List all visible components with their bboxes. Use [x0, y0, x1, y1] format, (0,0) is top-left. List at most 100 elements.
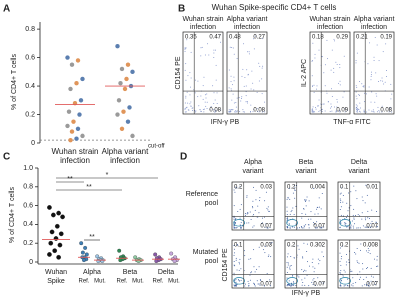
- event-dot: [256, 280, 258, 282]
- event-dot: [202, 85, 204, 87]
- event-dot: [318, 99, 320, 101]
- event-dot: [246, 102, 248, 104]
- plot-title: Wuhan strain: [309, 16, 350, 23]
- column-title: Beta: [299, 159, 314, 166]
- event-dot: [350, 227, 352, 229]
- event-dot: [371, 91, 373, 93]
- event-dot: [246, 196, 248, 198]
- event-dot: [245, 101, 247, 103]
- event-dot: [238, 263, 240, 265]
- data-point: [115, 44, 120, 49]
- event-dot: [361, 218, 363, 220]
- data-point: [130, 69, 135, 75]
- event-dot: [344, 218, 346, 220]
- quadrant-value: 0.07: [313, 282, 325, 288]
- event-dot: [340, 222, 342, 224]
- y-axis-label: IL-2 APC: [301, 59, 308, 87]
- event-dot: [350, 271, 352, 273]
- sub-label: Ref.: [152, 279, 163, 285]
- event-dot: [323, 256, 325, 258]
- event-dot: [356, 260, 358, 262]
- event-dot: [327, 58, 329, 60]
- event-dot: [290, 227, 292, 229]
- event-dot: [256, 91, 258, 93]
- event-dot: [361, 83, 363, 85]
- event-dot: [356, 247, 358, 249]
- event-dot: [204, 101, 206, 103]
- event-dot: [242, 111, 244, 113]
- plot-title: Alpha variant: [354, 16, 395, 23]
- event-dot: [369, 253, 371, 255]
- quadrant-value: 0.03: [260, 185, 272, 191]
- event-dot: [295, 223, 297, 225]
- event-dot: [261, 111, 263, 113]
- event-dot: [357, 214, 359, 216]
- data-point: [54, 223, 60, 229]
- sub-label: Ref.: [78, 279, 89, 285]
- event-dot: [339, 260, 341, 262]
- event-dot: [339, 84, 341, 86]
- event-dot: [353, 218, 355, 220]
- y-tick-label: 0.8: [23, 184, 33, 191]
- event-dot: [335, 111, 337, 113]
- event-dot: [253, 284, 255, 286]
- quadrant-value: 0.07: [260, 282, 272, 288]
- event-dot: [301, 279, 303, 281]
- event-dot: [253, 266, 255, 268]
- event-dot: [350, 191, 352, 193]
- event-dot: [330, 69, 332, 71]
- event-dot: [318, 105, 320, 107]
- event-dot: [243, 250, 245, 252]
- event-dot: [236, 269, 238, 271]
- event-dot: [317, 213, 319, 215]
- event-dot: [209, 108, 211, 110]
- event-dot: [247, 211, 249, 213]
- event-dot: [286, 284, 288, 286]
- quadrant-value: 0.18: [312, 35, 324, 41]
- event-dot: [333, 71, 335, 73]
- event-dot: [189, 94, 191, 96]
- event-dot: [184, 111, 186, 113]
- event-dot: [190, 51, 192, 53]
- quadrant-value: 0.2: [234, 185, 243, 191]
- event-dot: [340, 221, 342, 223]
- row-label: Reference: [186, 191, 218, 198]
- event-dot: [200, 110, 202, 112]
- event-dot: [361, 285, 363, 287]
- event-dot: [214, 99, 216, 101]
- event-dot: [354, 223, 356, 225]
- event-dot: [342, 245, 344, 247]
- event-dot: [252, 226, 254, 228]
- data-point: [80, 76, 85, 82]
- event-dot: [187, 102, 189, 104]
- data-point: [69, 62, 75, 67]
- event-dot: [233, 102, 235, 104]
- event-dot: [363, 109, 365, 111]
- event-dot: [304, 200, 306, 202]
- event-dot: [355, 95, 357, 97]
- event-dot: [312, 106, 314, 108]
- event-dot: [312, 111, 314, 113]
- event-dot: [271, 242, 273, 244]
- quadrant-value: 0.07: [313, 224, 325, 230]
- event-dot: [339, 219, 341, 221]
- event-dot: [317, 277, 319, 279]
- event-dot: [355, 62, 357, 64]
- event-dot: [320, 226, 322, 228]
- event-dot: [220, 109, 222, 111]
- event-dot: [252, 82, 254, 84]
- event-dot: [367, 251, 369, 253]
- density-contour: [233, 277, 245, 285]
- event-dot: [304, 284, 306, 286]
- event-dot: [358, 262, 360, 264]
- event-dot: [331, 49, 333, 51]
- event-dot: [215, 64, 217, 66]
- event-dot: [378, 110, 380, 112]
- event-dot: [376, 95, 378, 97]
- event-dot: [364, 217, 366, 219]
- event-dot: [233, 80, 235, 82]
- event-dot: [321, 193, 323, 195]
- event-dot: [239, 227, 241, 229]
- event-dot: [197, 80, 199, 82]
- event-dot: [315, 227, 317, 229]
